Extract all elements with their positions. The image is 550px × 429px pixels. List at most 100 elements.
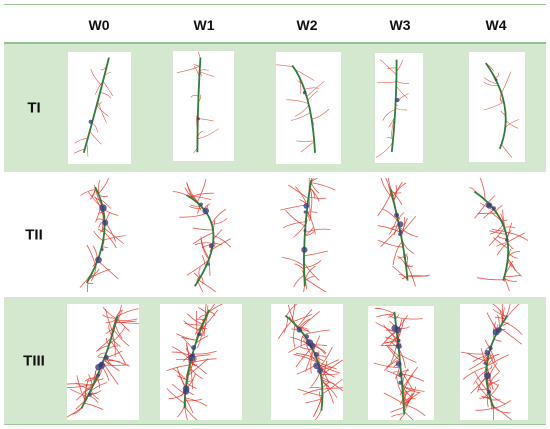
- lateral-root: [184, 323, 203, 326]
- main-root-stem: [389, 189, 409, 281]
- lateral-root: [310, 350, 314, 374]
- lateral-root: [184, 397, 208, 407]
- root-nodule: [487, 390, 492, 394]
- lateral-root: [403, 410, 414, 420]
- lateral-root: [112, 333, 116, 358]
- lateral-root: [387, 67, 397, 69]
- root-scan-tiii-w1: [166, 304, 224, 420]
- lateral-root: [304, 349, 314, 372]
- lateral-root: [399, 353, 417, 363]
- lateral-root: [84, 402, 104, 410]
- lateral-root: [377, 191, 392, 217]
- lateral-root: [483, 77, 498, 85]
- lateral-root: [166, 364, 190, 372]
- lateral-root: [504, 119, 520, 129]
- lateral-root: [380, 227, 400, 248]
- lateral-root: [290, 112, 311, 121]
- main-root-stem: [485, 315, 509, 409]
- lateral-root: [303, 388, 323, 396]
- lateral-root: [392, 265, 408, 280]
- root-nodule: [395, 361, 402, 367]
- root-image-ti-w2: [276, 52, 341, 164]
- lateral-root: [306, 209, 316, 235]
- lateral-root: [320, 373, 339, 375]
- root-image-tiii-w1: [160, 304, 242, 420]
- lateral-root: [398, 274, 408, 279]
- lateral-root: [189, 362, 198, 366]
- lateral-root: [477, 212, 497, 215]
- lateral-root: [176, 65, 201, 73]
- lateral-root: [392, 371, 402, 373]
- lateral-root: [322, 378, 343, 395]
- root-image-ti-w1: [173, 51, 234, 161]
- lateral-root: [492, 406, 494, 420]
- lateral-root: [102, 314, 117, 319]
- lateral-root: [483, 209, 495, 219]
- root-nodule: [398, 229, 403, 234]
- lateral-root: [285, 304, 298, 317]
- column-header-w1: W1: [193, 17, 215, 33]
- lateral-root: [395, 107, 408, 111]
- lateral-root: [491, 228, 506, 233]
- lateral-root: [91, 122, 98, 133]
- lateral-root: [179, 212, 207, 218]
- lateral-root: [74, 137, 88, 144]
- lateral-root: [283, 317, 289, 334]
- root-scan-tiii-w2: [277, 304, 343, 420]
- lateral-root: [166, 388, 185, 404]
- lateral-root: [93, 230, 104, 242]
- top-rule: [4, 4, 546, 5]
- lateral-root: [403, 398, 416, 402]
- root-nodule: [505, 238, 509, 242]
- root-image-tiii-w0: [67, 304, 139, 420]
- lateral-root: [379, 59, 397, 76]
- lateral-root: [386, 370, 402, 379]
- lateral-root: [489, 230, 507, 235]
- lateral-root: [499, 327, 523, 345]
- lateral-root: [293, 324, 296, 348]
- lateral-root: [196, 179, 207, 203]
- lateral-root: [117, 308, 139, 317]
- root-scan-ti-w2: [276, 64, 330, 153]
- lateral-root: [503, 277, 510, 292]
- root-scan-tii-w4: [469, 178, 529, 292]
- lateral-root: [321, 379, 335, 384]
- root-scan-ti-w1: [176, 51, 219, 154]
- lateral-root: [483, 82, 499, 87]
- header-rule: [4, 42, 546, 44]
- lateral-root: [187, 358, 209, 377]
- lateral-root: [493, 338, 502, 342]
- lateral-root: [211, 208, 227, 224]
- lateral-root: [407, 274, 430, 277]
- root-scan-tiii-w0: [67, 304, 139, 418]
- lateral-root: [283, 221, 306, 228]
- lateral-root: [197, 128, 219, 140]
- lateral-root: [375, 321, 398, 333]
- lateral-root: [383, 392, 404, 405]
- lateral-root: [473, 370, 487, 385]
- lateral-root: [310, 178, 318, 183]
- root-nodule: [208, 243, 214, 249]
- lateral-root: [307, 90, 319, 101]
- column-header-w2: W2: [296, 17, 318, 33]
- root-nodule: [206, 262, 210, 266]
- lateral-root: [396, 80, 410, 84]
- lateral-root: [276, 64, 294, 67]
- root-nodule: [303, 203, 310, 209]
- main-root-stem: [86, 186, 106, 284]
- root-nodule: [302, 90, 307, 95]
- lateral-root: [383, 324, 398, 340]
- lateral-root: [196, 310, 198, 338]
- lateral-root: [384, 336, 399, 342]
- row-label-tii: TII: [25, 226, 43, 243]
- lateral-root: [293, 274, 305, 288]
- root-nodule: [104, 354, 109, 360]
- lateral-root: [313, 335, 321, 351]
- lateral-root: [314, 409, 322, 420]
- lateral-root: [304, 87, 319, 90]
- lateral-root: [486, 354, 509, 367]
- lateral-root: [102, 306, 117, 320]
- lateral-root: [176, 333, 197, 341]
- lateral-root: [288, 184, 309, 200]
- root-nodule: [99, 204, 107, 212]
